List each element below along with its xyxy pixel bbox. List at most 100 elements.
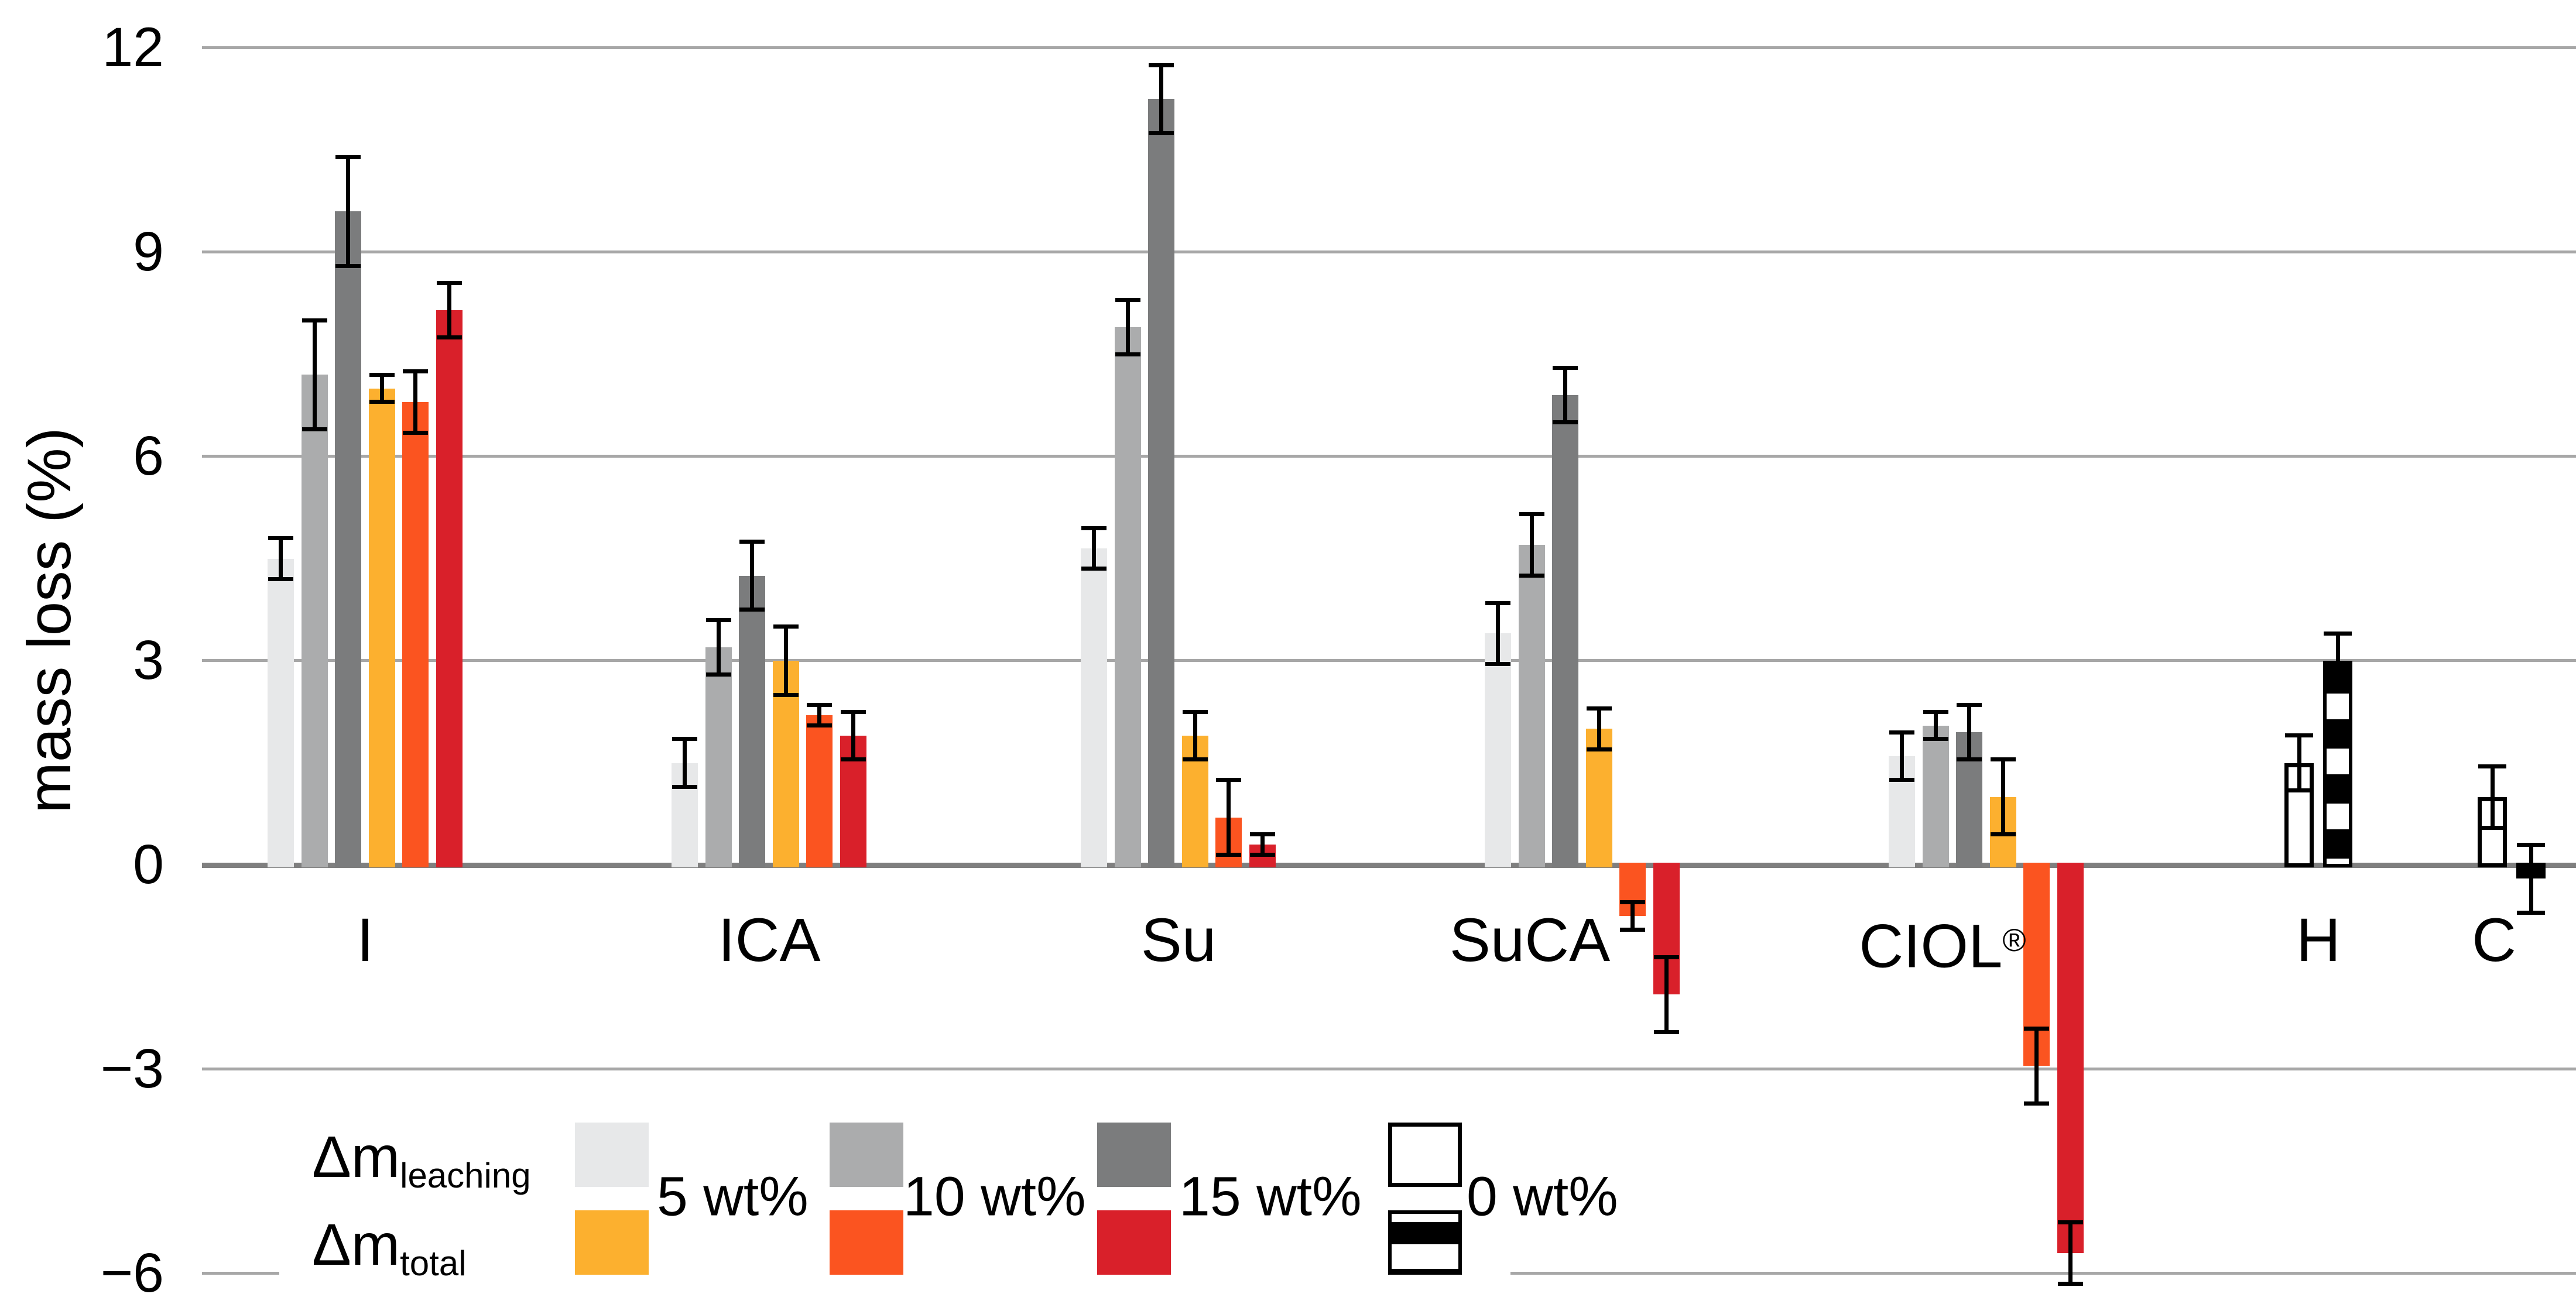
error-bar	[851, 712, 855, 760]
error-bar-cap	[1653, 955, 1679, 959]
error-bar-cap	[436, 280, 462, 285]
error-bar	[312, 320, 317, 430]
error-bar-cap	[1115, 352, 1140, 356]
error-bar	[1563, 368, 1567, 423]
error-bar-cap	[1889, 778, 1914, 783]
error-bar-cap	[672, 784, 697, 789]
legend-swatch-total-5	[575, 1210, 649, 1275]
error-bar-cap	[369, 372, 395, 377]
error-bar	[683, 739, 687, 787]
error-bar-cap	[1553, 420, 1578, 425]
error-bar-cap	[1653, 1029, 1679, 1034]
bar-ICA-leaching-10	[705, 647, 732, 867]
error-bar-cap	[403, 369, 428, 374]
error-bar-cap	[436, 335, 462, 339]
error-bar	[1967, 705, 1971, 760]
error-bar-cap	[739, 608, 765, 612]
error-bar-cap	[1923, 737, 1948, 742]
bar-SuCA-leaching-5	[1485, 633, 1511, 867]
legend-swatch-leaching-15	[1097, 1123, 1171, 1187]
error-bar	[1597, 708, 1601, 750]
gridline	[202, 1068, 2576, 1070]
category-label-SuCA: SuCA	[1449, 906, 1611, 974]
error-bar	[1900, 732, 1904, 780]
error-bar	[1193, 712, 1197, 760]
bar-SuCA-leaching-15	[1552, 395, 1578, 867]
error-bar	[1630, 902, 1635, 930]
bar-CIOL-leaching-10	[1922, 725, 1949, 867]
bar-SuCA-leaching-10	[1518, 545, 1545, 867]
y-tick-label: 3	[133, 629, 164, 691]
error-bar	[279, 538, 283, 579]
bar-SuCA-total-5	[1585, 729, 1612, 867]
error-bar-cap	[1990, 757, 2016, 762]
legend-swatch-leaching-10	[830, 1123, 903, 1187]
y-tick-label: 6	[133, 425, 164, 487]
error-bar	[2529, 845, 2533, 913]
error-bar-cap	[1182, 757, 1208, 762]
error-bar	[413, 371, 417, 433]
error-bar-cap	[1216, 853, 1241, 857]
error-bar-cap	[302, 427, 327, 431]
error-bar-cap	[302, 318, 327, 322]
y-tick-label: −6	[100, 1242, 164, 1304]
error-bar-cap	[1249, 853, 1275, 857]
error-bar	[379, 375, 384, 402]
error-bar-cap	[1249, 832, 1275, 837]
axis-baseline	[202, 863, 2576, 868]
error-bar	[2000, 759, 2005, 835]
error-bar	[750, 541, 754, 610]
error-bar	[2068, 1222, 2073, 1284]
bar-ICA-total-10	[806, 715, 833, 867]
error-bar	[1125, 300, 1130, 355]
legend-row-total-main: Δm	[312, 1212, 400, 1278]
gridline	[202, 455, 2576, 458]
category-label-C: C	[2472, 906, 2516, 974]
bar-I-leaching-5	[268, 558, 294, 867]
error-bar-cap	[268, 576, 293, 581]
error-bar-cap	[1081, 567, 1107, 571]
y-tick-label: 0	[133, 833, 164, 895]
error-bar	[1227, 780, 1231, 855]
bar-CIOL-total-15	[2057, 863, 2084, 1254]
category-label-H: H	[2296, 906, 2341, 974]
bar-I-total-15	[436, 310, 463, 867]
legend-entry-label: 10 wt%	[903, 1165, 1086, 1228]
error-bar-cap	[1586, 706, 1612, 711]
error-bar-cap	[1485, 662, 1510, 667]
error-bar	[817, 705, 821, 726]
error-bar	[716, 620, 721, 675]
error-bar-cap	[1182, 709, 1208, 714]
error-bar-cap	[1081, 526, 1107, 530]
error-bar	[2034, 1028, 2039, 1104]
error-bar-cap	[2057, 1281, 2083, 1286]
error-bar	[2490, 766, 2495, 828]
error-bar-cap	[1216, 778, 1241, 783]
error-bar-cap	[1620, 900, 1645, 905]
bar-Su-leaching-5	[1081, 548, 1107, 867]
error-bar-cap	[1115, 297, 1140, 302]
error-bar-cap	[840, 709, 866, 714]
error-bar-cap	[335, 155, 361, 159]
error-bar	[783, 626, 788, 695]
error-bar-cap	[1485, 600, 1510, 605]
error-bar-cap	[807, 723, 832, 728]
category-label-CIOL: CIOL®	[1859, 912, 2026, 981]
legend-entry-label: 5 wt%	[657, 1165, 809, 1228]
legend-swatch-total-15	[1097, 1210, 1171, 1275]
legend-swatch-leaching-5	[575, 1123, 649, 1187]
error-bar-cap	[2517, 910, 2545, 915]
error-bar-cap	[335, 263, 361, 268]
gridline	[202, 659, 2576, 662]
legend-row-label-leaching: Δmleaching	[312, 1124, 531, 1196]
legend-entry-label: 15 wt%	[1179, 1165, 1362, 1228]
error-bar	[2335, 633, 2340, 688]
y-tick-label: 12	[102, 16, 164, 78]
error-bar-cap	[1889, 730, 1914, 735]
gridline	[202, 46, 2576, 49]
error-bar-cap	[672, 737, 697, 742]
error-bar-cap	[268, 536, 293, 541]
gridline	[202, 250, 2576, 253]
error-bar	[1933, 712, 1938, 739]
